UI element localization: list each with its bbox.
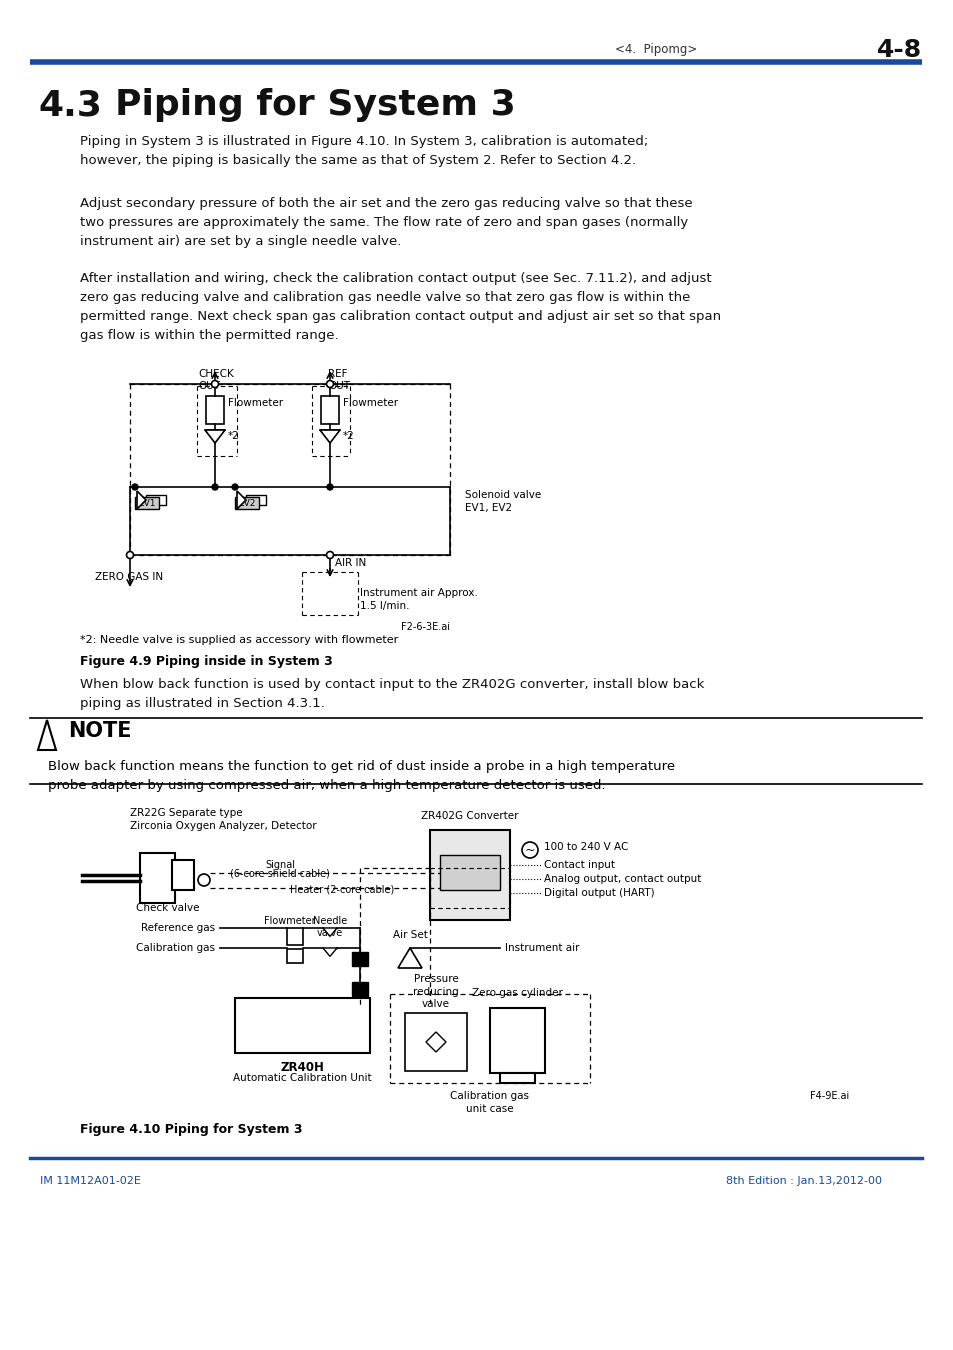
- Text: NOTE: NOTE: [68, 721, 132, 741]
- Text: Piping in System 3 is illustrated in Figure 4.10. In System 3, calibration is au: Piping in System 3 is illustrated in Fig…: [80, 135, 648, 167]
- Text: Analog output, contact output: Analog output, contact output: [543, 873, 700, 884]
- Bar: [499, 1073, 535, 1083]
- Circle shape: [326, 381, 334, 387]
- Bar: [234, 998, 370, 1053]
- Text: *2: Needle valve is supplied as accessory with flowmeter: *2: Needle valve is supplied as accessor…: [80, 634, 397, 645]
- Bar: [287, 949, 303, 963]
- Text: REF
OUT: REF OUT: [328, 369, 350, 391]
- Text: Piping for System 3: Piping for System 3: [115, 88, 516, 122]
- Polygon shape: [236, 491, 246, 509]
- Text: CHECK
OUT: CHECK OUT: [198, 369, 233, 391]
- Polygon shape: [205, 431, 225, 443]
- Bar: [320, 396, 338, 424]
- Polygon shape: [38, 720, 56, 751]
- Text: F4-9E.ai: F4-9E.ai: [809, 1091, 848, 1102]
- Text: 4-8: 4-8: [876, 38, 921, 62]
- Text: Heater (2-core cable): Heater (2-core cable): [290, 886, 394, 895]
- Text: ZR22G Separate type: ZR22G Separate type: [130, 809, 242, 818]
- Text: 4.3: 4.3: [38, 88, 102, 122]
- Circle shape: [127, 552, 133, 559]
- Text: Solenoid valve
EV1, EV2: Solenoid valve EV1, EV2: [464, 490, 540, 513]
- Text: Needle
valve: Needle valve: [313, 917, 347, 938]
- Circle shape: [212, 485, 218, 490]
- Circle shape: [198, 873, 210, 886]
- Text: EV2: EV2: [238, 498, 255, 508]
- Text: After installation and wiring, check the calibration contact output (see Sec. 7.: After installation and wiring, check the…: [80, 271, 720, 342]
- Bar: [234, 497, 258, 509]
- Text: ZR40H: ZR40H: [280, 1061, 324, 1075]
- Text: *2: *2: [228, 431, 239, 441]
- Text: Flowmeter: Flowmeter: [228, 398, 283, 408]
- Text: Reference gas: Reference gas: [141, 923, 214, 933]
- Text: Signal: Signal: [265, 860, 294, 869]
- Text: (6-core shield cable): (6-core shield cable): [230, 869, 330, 879]
- Polygon shape: [397, 948, 421, 968]
- Text: Calibration gas
unit case: Calibration gas unit case: [450, 1091, 529, 1114]
- Circle shape: [327, 485, 333, 490]
- Bar: [146, 495, 166, 505]
- Polygon shape: [319, 431, 339, 443]
- Text: ZERO GAS IN: ZERO GAS IN: [95, 572, 163, 582]
- Circle shape: [326, 552, 334, 559]
- Circle shape: [132, 485, 138, 490]
- Text: Instrument air: Instrument air: [504, 944, 578, 953]
- Bar: [439, 855, 499, 890]
- Circle shape: [232, 485, 237, 490]
- Bar: [140, 853, 174, 903]
- Bar: [352, 981, 368, 996]
- Text: F2-6-3E.ai: F2-6-3E.ai: [400, 622, 450, 632]
- Text: Flowmeter: Flowmeter: [264, 917, 315, 926]
- Text: 100 to 240 V AC: 100 to 240 V AC: [543, 842, 628, 852]
- Bar: [430, 830, 510, 919]
- Bar: [490, 1008, 544, 1073]
- Text: Digital output (HART): Digital output (HART): [543, 888, 654, 898]
- Text: Contact input: Contact input: [543, 860, 615, 869]
- Bar: [135, 497, 159, 509]
- Polygon shape: [426, 1031, 446, 1052]
- Text: EV1: EV1: [138, 498, 155, 508]
- Polygon shape: [323, 927, 336, 937]
- Text: Pressure
reducing
valve: Pressure reducing valve: [413, 975, 458, 1008]
- Text: Zirconia Oxygen Analyzer, Detector: Zirconia Oxygen Analyzer, Detector: [130, 821, 316, 832]
- Text: IM 11M12A01-02E: IM 11M12A01-02E: [40, 1176, 141, 1187]
- Text: Calibration gas: Calibration gas: [136, 944, 214, 953]
- Text: Adjust secondary pressure of both the air set and the zero gas reducing valve so: Adjust secondary pressure of both the ai…: [80, 197, 692, 248]
- Text: Air Set: Air Set: [392, 930, 427, 940]
- Text: Zero gas cylinder: Zero gas cylinder: [471, 988, 562, 998]
- Text: Automatic Calibration Unit: Automatic Calibration Unit: [233, 1073, 371, 1083]
- Text: Figure 4.10 Piping for System 3: Figure 4.10 Piping for System 3: [80, 1123, 302, 1135]
- Bar: [172, 860, 193, 890]
- Bar: [352, 952, 368, 967]
- Text: When blow back function is used by contact input to the ZR402G converter, instal: When blow back function is used by conta…: [80, 678, 703, 710]
- Text: 8th Edition : Jan.13,2012-00: 8th Edition : Jan.13,2012-00: [725, 1176, 882, 1187]
- Bar: [287, 927, 303, 945]
- Text: *2: *2: [343, 431, 355, 441]
- Text: AIR IN: AIR IN: [335, 558, 366, 568]
- Text: !: !: [44, 736, 50, 748]
- Polygon shape: [137, 491, 146, 509]
- Polygon shape: [323, 948, 336, 956]
- Text: Flowmeter: Flowmeter: [343, 398, 397, 408]
- Text: Figure 4.9 Piping inside in System 3: Figure 4.9 Piping inside in System 3: [80, 655, 333, 668]
- Bar: [405, 1012, 467, 1071]
- Text: Check valve: Check valve: [136, 903, 199, 913]
- Text: ~: ~: [524, 844, 535, 856]
- Bar: [246, 495, 266, 505]
- Text: Instrument air Approx.
1.5 l/min.: Instrument air Approx. 1.5 l/min.: [359, 589, 477, 612]
- Bar: [206, 396, 224, 424]
- Text: Blow back function means the function to get rid of dust inside a probe in a hig: Blow back function means the function to…: [48, 760, 675, 792]
- Circle shape: [212, 381, 218, 387]
- Text: ZR402G Converter: ZR402G Converter: [421, 811, 518, 821]
- Text: <4.  Pipomg>: <4. Pipomg>: [615, 43, 697, 57]
